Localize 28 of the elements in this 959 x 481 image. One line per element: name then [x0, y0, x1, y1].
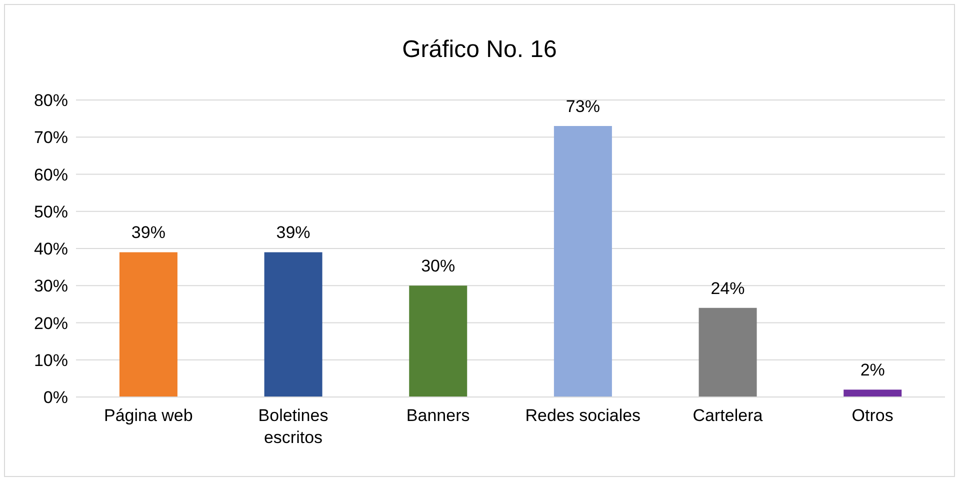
x-tick-label: Otros	[852, 406, 894, 425]
y-tick-label: 20%	[34, 314, 68, 333]
y-tick-label: 40%	[34, 240, 68, 259]
y-tick-label: 30%	[34, 276, 68, 296]
bar	[409, 286, 468, 397]
x-tick-label: Boletines escritos	[258, 406, 328, 447]
bar	[264, 252, 322, 397]
data-label: 39%	[276, 223, 310, 242]
y-tick-label: 0%	[43, 388, 68, 408]
data-label: 73%	[566, 96, 600, 116]
data-label: 30%	[421, 256, 456, 276]
bar	[119, 252, 178, 397]
data-label: 24%	[710, 278, 745, 298]
bar	[554, 126, 612, 397]
y-tick-label: 80%	[34, 91, 68, 110]
y-tick-label: 60%	[34, 165, 68, 184]
x-tick-label: Página web	[104, 406, 193, 425]
data-label: 2%	[860, 360, 885, 380]
bar	[844, 390, 902, 397]
y-tick-label: 70%	[34, 128, 68, 148]
x-tick-label: Banners	[406, 406, 470, 425]
bar	[698, 308, 757, 397]
x-tick-label: Cartelera	[692, 406, 764, 425]
y-tick-label: 50%	[34, 202, 68, 222]
x-tick-label: Redes sociales	[525, 406, 641, 425]
y-tick-label: 10%	[34, 350, 68, 370]
chart-title: Gráfico No. 16	[401, 36, 558, 64]
data-label: 39%	[131, 223, 166, 242]
